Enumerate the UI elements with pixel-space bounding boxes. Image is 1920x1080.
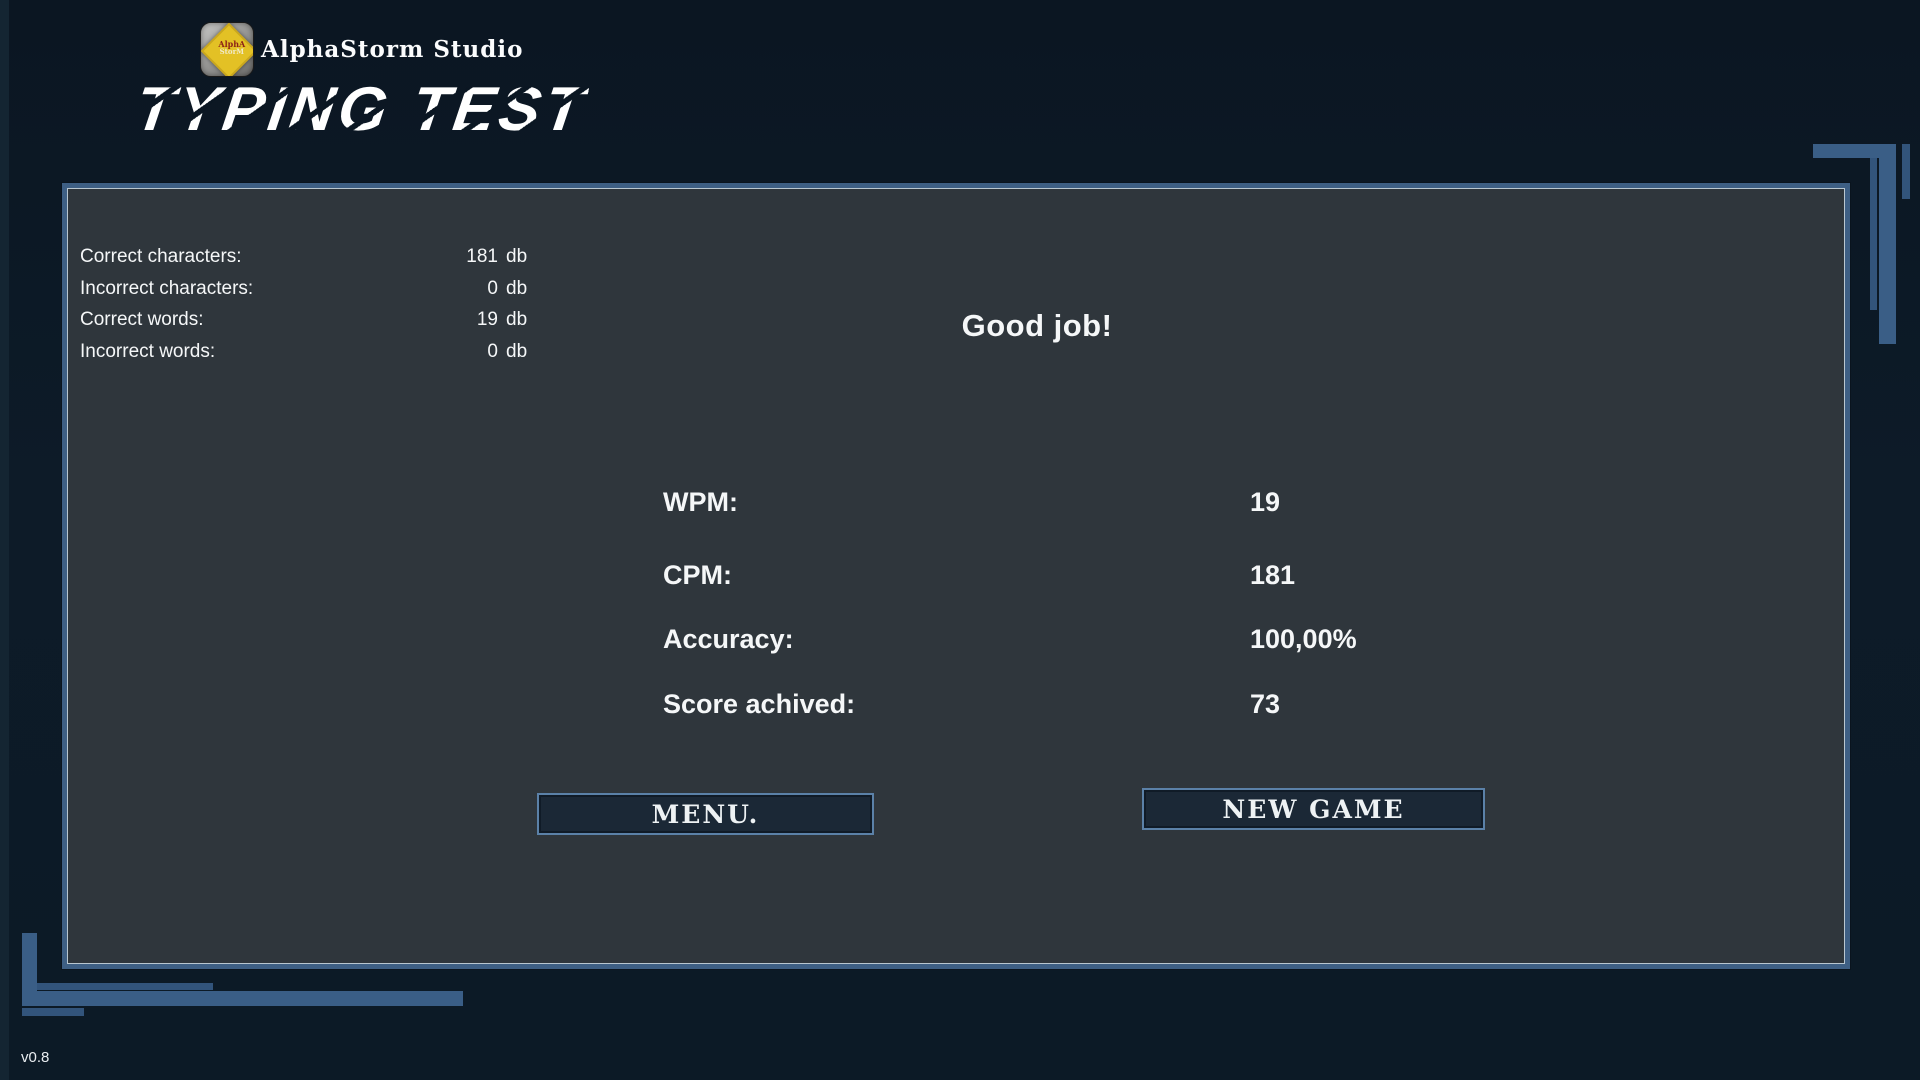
summary-label: WPM: bbox=[663, 487, 738, 517]
logo-diamond-text: AlphA StorM bbox=[210, 39, 253, 57]
menu-button[interactable]: MENU. bbox=[537, 793, 874, 835]
summary-row-wpm: WPM: 19 bbox=[663, 487, 1483, 518]
decor-bottomleft-inner-bar bbox=[37, 983, 213, 990]
stat-label: Incorrect words: bbox=[80, 341, 216, 363]
stat-unit: db bbox=[506, 246, 528, 267]
version-label: v0.8 bbox=[21, 1049, 50, 1066]
stat-unit: db bbox=[506, 277, 528, 299]
stat-unit: db bbox=[506, 341, 528, 363]
summary-value: 181 bbox=[1250, 560, 1296, 590]
new-game-button[interactable]: NEW GAME bbox=[1142, 788, 1485, 830]
decor-bottomleft-horizontal-bar bbox=[22, 991, 463, 1006]
results-panel: Correct characters: 181 db Incorrect cha… bbox=[62, 183, 1850, 969]
stat-value: 181 bbox=[466, 246, 498, 267]
logo-text-line2: StorM bbox=[219, 47, 245, 57]
decor-topright-vertical-bar bbox=[1879, 144, 1896, 344]
stat-label: Incorrect characters: bbox=[80, 277, 254, 299]
logo-diamond: AlphA StorM bbox=[201, 23, 253, 76]
decor-topright-edge-bar bbox=[1902, 144, 1910, 199]
decor-topright-inner-bar bbox=[1870, 158, 1877, 310]
summary-row-score: Score achived: 73 bbox=[663, 689, 1483, 720]
summary-value: 19 bbox=[1250, 487, 1281, 517]
summary-label: Accuracy: bbox=[663, 624, 794, 654]
decor-bottomleft-edge-bar bbox=[22, 1008, 84, 1016]
summary-value: 73 bbox=[1250, 689, 1281, 719]
stat-label: Correct characters: bbox=[80, 246, 242, 267]
summary-value: 100,00% bbox=[1250, 624, 1357, 654]
decor-topright-horizontal-bar bbox=[1813, 144, 1895, 158]
stat-unit: db bbox=[506, 309, 528, 331]
game-title: TYPING TEST bbox=[131, 75, 592, 144]
stat-value: 0 bbox=[487, 341, 498, 363]
studio-name: AlphaStorm Studio bbox=[261, 36, 524, 63]
result-message: Good job! bbox=[961, 308, 1113, 343]
summary-row-cpm: CPM: 181 bbox=[663, 560, 1483, 591]
summary-label: CPM: bbox=[663, 560, 732, 590]
stat-value: 19 bbox=[476, 309, 498, 331]
summary-row-accuracy: Accuracy: 100,00% bbox=[663, 624, 1483, 655]
stat-value: 0 bbox=[487, 277, 498, 299]
studio-logo-icon: AlphA StorM bbox=[200, 22, 254, 77]
left-edge-accent bbox=[0, 0, 9, 1080]
stat-label: Correct words: bbox=[80, 309, 204, 331]
stats-list: Correct characters: 181 db Incorrect cha… bbox=[80, 241, 534, 368]
decor-bottomleft-vertical-bar bbox=[22, 933, 37, 1006]
summary-label: Score achived: bbox=[663, 689, 856, 719]
